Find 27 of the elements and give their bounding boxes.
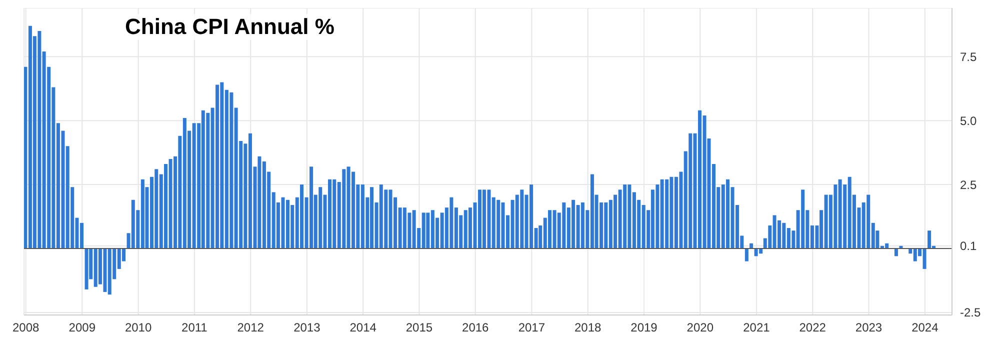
x-tick-label: 2010 <box>124 320 152 335</box>
x-tick-label: 2011 <box>182 320 208 335</box>
y-tick-label: 0.1 <box>960 239 978 254</box>
x-tick-label: 2020 <box>686 320 714 335</box>
y-tick-label: 7.5 <box>960 50 978 64</box>
x-tick-label: 2009 <box>68 320 96 335</box>
x-tick-label: 2018 <box>574 320 602 335</box>
x-tick-label: 2015 <box>406 320 433 335</box>
x-tick-label: 2024 <box>912 320 939 335</box>
bar <box>84 248 88 290</box>
bar <box>744 248 748 262</box>
x-tick-label: 2016 <box>462 320 490 335</box>
x-tick-label: 2022 <box>799 320 826 335</box>
x-tick-label: 2013 <box>294 320 321 335</box>
x-tick-label: 2012 <box>237 320 264 335</box>
chart-title: China CPI Annual % <box>125 14 334 40</box>
x-tick-label: 2021 <box>743 320 770 335</box>
y-tick-label: 5.0 <box>960 114 978 128</box>
x-tick-label: 2019 <box>630 320 658 335</box>
bar <box>894 248 898 256</box>
x-tick-label: 2014 <box>350 320 377 335</box>
y-tick-label: 2.5 <box>960 178 978 192</box>
bar <box>928 230 932 248</box>
y-tick-label: -2.5 <box>960 306 982 320</box>
x-tick-label: 2008 <box>12 320 40 335</box>
x-tick-label: 2023 <box>855 320 882 335</box>
x-tick-label: 2017 <box>518 320 546 335</box>
